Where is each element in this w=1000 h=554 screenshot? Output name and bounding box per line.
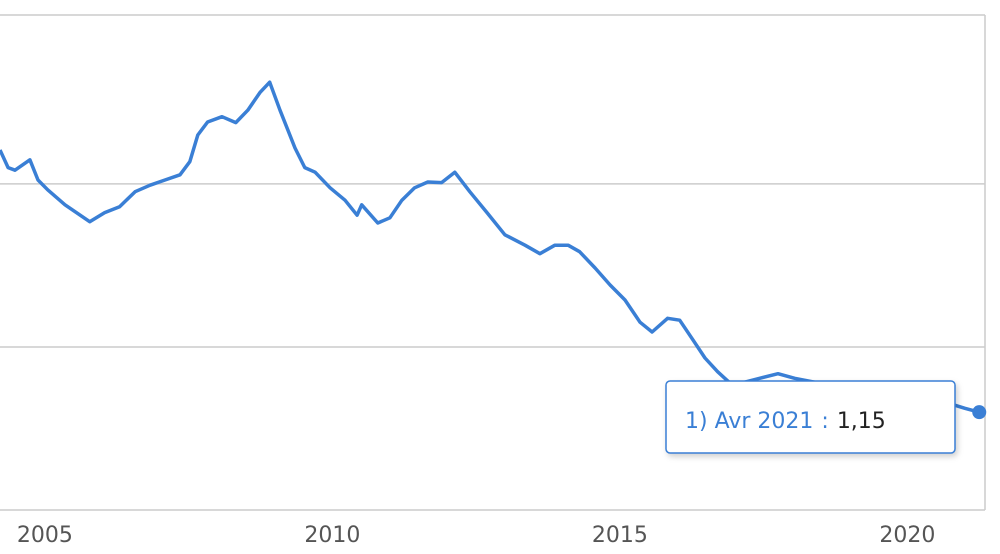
tooltip: 1) Avr 2021:1,15 <box>665 380 956 454</box>
tooltip-value: 1,15 <box>837 409 886 434</box>
x-tick-label: 2020 <box>879 523 935 548</box>
grid: 2005 2010 2015 2020 <box>0 14 986 548</box>
x-tick-label: 2015 <box>592 523 648 548</box>
tooltip-text: 1) Avr 2021:1,15 <box>685 409 886 434</box>
hover-point <box>972 405 987 420</box>
tooltip-separator: : <box>821 409 828 434</box>
tooltip-box <box>665 380 956 454</box>
tooltip-label: 1) Avr 2021 <box>685 409 813 434</box>
data-line <box>0 80 980 414</box>
plot <box>0 80 987 420</box>
x-tick-label: 2010 <box>304 523 360 548</box>
x-tick-label: 2005 <box>17 523 73 548</box>
